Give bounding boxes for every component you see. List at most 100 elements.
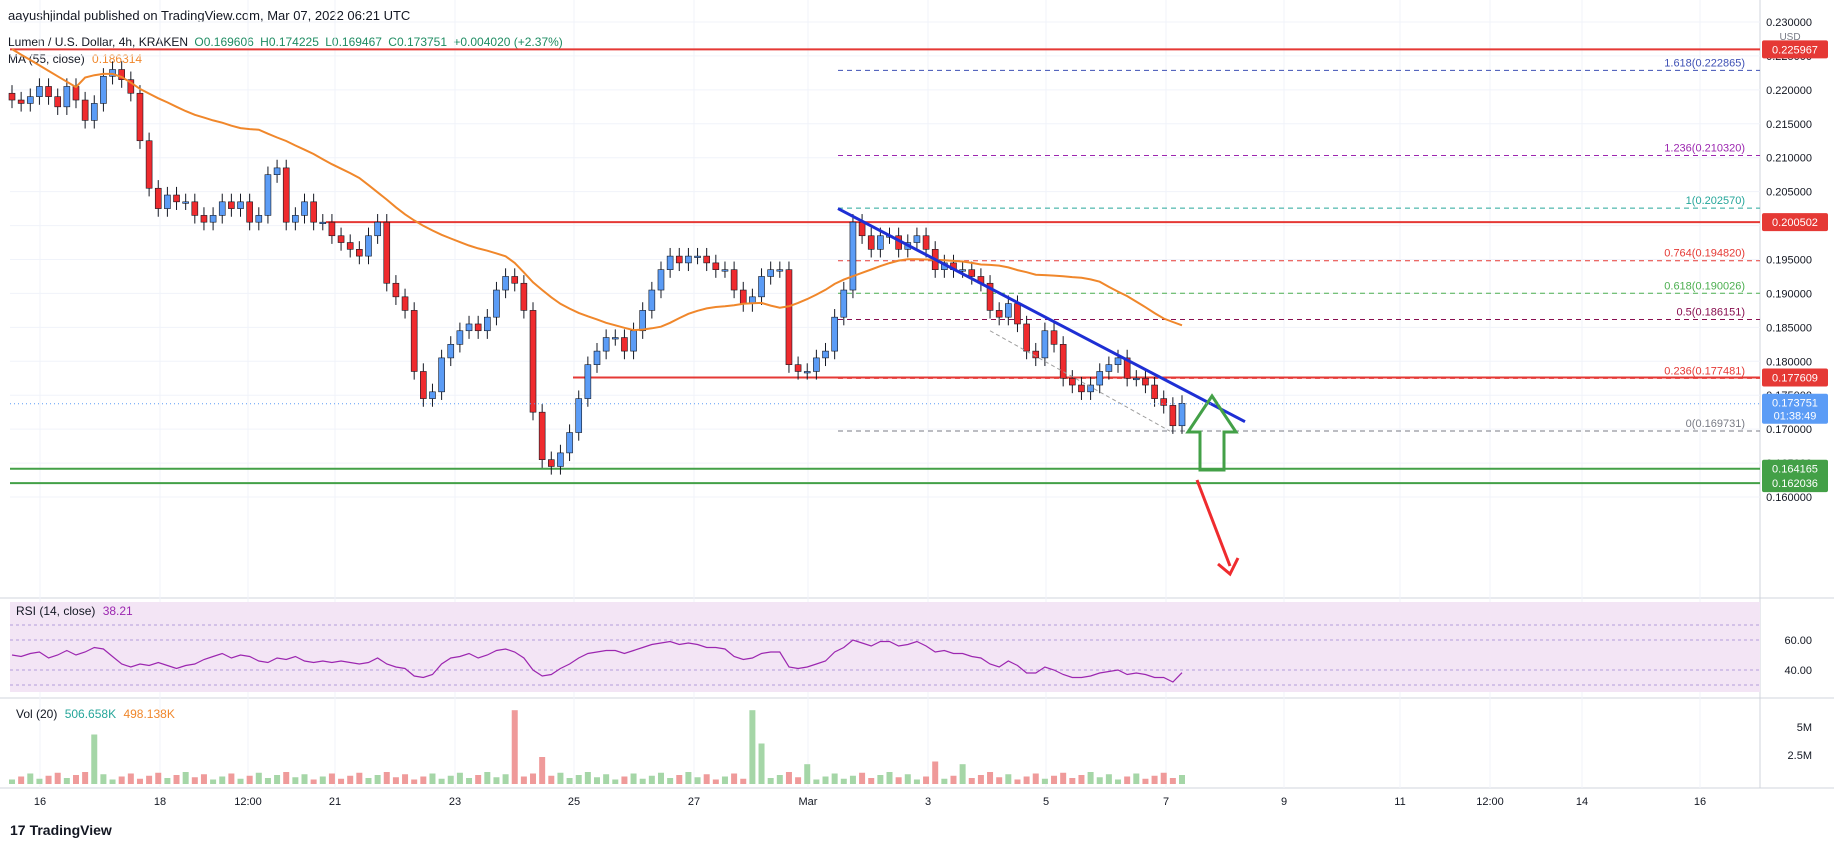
volume-bar xyxy=(877,775,884,784)
candle-body xyxy=(1142,377,1149,386)
volume-bar xyxy=(1179,775,1185,784)
volume-bar xyxy=(630,773,637,784)
rsi-legend: RSI (14, close) 38.21 xyxy=(16,604,133,618)
candle-body xyxy=(694,255,701,258)
x-tick-label: 9 xyxy=(1281,796,1287,808)
volume-bar xyxy=(612,779,619,784)
volume-bar xyxy=(657,772,664,784)
x-tick-label: 5 xyxy=(1043,796,1049,808)
candle-body xyxy=(319,221,327,224)
candle-body xyxy=(72,86,80,101)
volume-bar xyxy=(603,774,610,784)
candle-body xyxy=(118,69,125,80)
x-tick-label: 12:00 xyxy=(1476,796,1504,808)
down-arrow-icon xyxy=(1217,557,1240,577)
candle-body xyxy=(81,99,89,121)
candle-body xyxy=(100,75,107,104)
y-tick-label: 0.160000 xyxy=(1766,492,1812,504)
volume-bar xyxy=(849,775,856,784)
volume-bar xyxy=(18,776,25,784)
candle-body xyxy=(8,92,16,101)
y-tick-label: 0.205000 xyxy=(1766,187,1812,199)
low-value: L0.169467 xyxy=(325,35,382,49)
horizontal-levels xyxy=(10,48,1760,485)
candle-body xyxy=(1160,398,1168,406)
volume-bar xyxy=(584,772,591,784)
y-tick-label: 0.170000 xyxy=(1766,424,1812,436)
candle-body xyxy=(776,269,784,272)
candle-body xyxy=(913,235,921,243)
candle-body xyxy=(54,96,62,108)
candle-body xyxy=(447,344,455,359)
x-tick-label: 18 xyxy=(154,796,166,808)
volume-bar xyxy=(392,777,399,784)
volume-bar xyxy=(913,779,920,784)
candle-body xyxy=(712,262,720,270)
volume-bar xyxy=(191,777,198,784)
volume-bar xyxy=(365,778,372,784)
price-axis[interactable]: 0.1600000.1650000.1700000.1750000.180000… xyxy=(1766,17,1812,504)
x-tick-label: 11 xyxy=(1394,796,1405,808)
rsi-line xyxy=(11,639,1183,683)
candle-body xyxy=(877,235,884,250)
candle-body xyxy=(803,371,811,374)
publisher-line: aayushjindal published on TradingView.co… xyxy=(8,8,411,23)
volume-pane: 5M 2.5M xyxy=(9,710,1812,784)
candle-body xyxy=(1059,344,1067,379)
current-price-tag-bg xyxy=(1762,393,1828,424)
x-tick-label: 23 xyxy=(449,796,461,808)
candle-body xyxy=(228,201,235,209)
tradingview-logo-icon: 17 xyxy=(10,822,26,838)
candle-body xyxy=(648,289,656,311)
price-tag-bg xyxy=(1762,474,1828,493)
volume-bar xyxy=(639,778,646,784)
candle-body xyxy=(538,411,546,460)
volume-bar xyxy=(347,775,354,784)
candle-body xyxy=(813,357,820,372)
candle-body xyxy=(822,350,829,359)
price-chart[interactable]: 0.1600000.1650000.1700000.1750000.180000… xyxy=(0,0,1834,820)
candle-body xyxy=(511,276,519,284)
candle-body xyxy=(1096,371,1104,386)
candle-body xyxy=(392,282,400,298)
x-tick-label: 3 xyxy=(925,796,931,808)
volume-bar xyxy=(210,779,217,784)
volume-bar xyxy=(383,772,390,784)
volume-bar xyxy=(703,774,710,784)
candle-body xyxy=(218,201,226,216)
tradingview-logo[interactable]: 17 TradingView xyxy=(10,822,112,838)
volume-bar xyxy=(1096,777,1103,784)
price-tag-bg xyxy=(1762,40,1828,59)
candle-body xyxy=(310,201,317,223)
volume-bar xyxy=(164,778,171,784)
candle-body xyxy=(365,235,372,257)
change-value: +0.004020 (+2.37%) xyxy=(453,35,563,49)
volume-bar xyxy=(274,775,281,784)
open-value: O0.169606 xyxy=(194,35,254,49)
y-tick-label: 0.195000 xyxy=(1766,255,1812,267)
candle-body xyxy=(484,316,491,332)
fib-label: 0.236(0.177481) xyxy=(1664,365,1745,377)
volume-bar xyxy=(749,710,756,784)
fib-label: 0.764(0.194820) xyxy=(1664,248,1745,260)
volume-bar xyxy=(932,761,939,784)
candle-body xyxy=(164,194,171,209)
rsi-tick-label: 60.00 xyxy=(1784,635,1812,647)
price-tag-bg xyxy=(1762,368,1828,387)
candle-body xyxy=(1169,405,1177,427)
volume-bar xyxy=(575,775,582,784)
x-tick-label: 7 xyxy=(1163,796,1169,808)
volume-bar xyxy=(621,776,628,784)
time-axis[interactable]: 16 18 12:00 21 23 25 27 Mar 3 5 7 9 11 12:00 14 16 xyxy=(34,796,1706,808)
candle-body xyxy=(1050,330,1058,345)
volume-bar xyxy=(795,777,802,784)
volume-bar xyxy=(1087,772,1094,784)
candle-body xyxy=(1005,303,1012,318)
volume-bar xyxy=(429,773,436,784)
symbol-label: Lumen / U.S. Dollar, 4h, KRAKEN xyxy=(8,35,189,49)
volume-bar xyxy=(539,757,546,784)
volume-bar xyxy=(676,775,683,784)
candle-body xyxy=(264,174,272,216)
x-tick-label: 12:00 xyxy=(234,796,262,808)
volume-bar xyxy=(996,777,1003,784)
